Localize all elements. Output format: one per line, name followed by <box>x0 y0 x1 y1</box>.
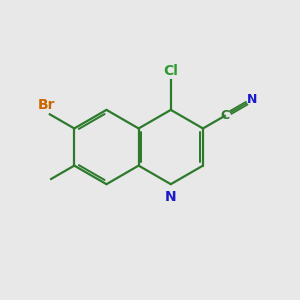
Text: Br: Br <box>38 98 56 112</box>
Text: N: N <box>165 190 177 203</box>
Text: C: C <box>220 109 230 122</box>
Text: Cl: Cl <box>164 64 178 78</box>
Text: N: N <box>247 93 258 106</box>
